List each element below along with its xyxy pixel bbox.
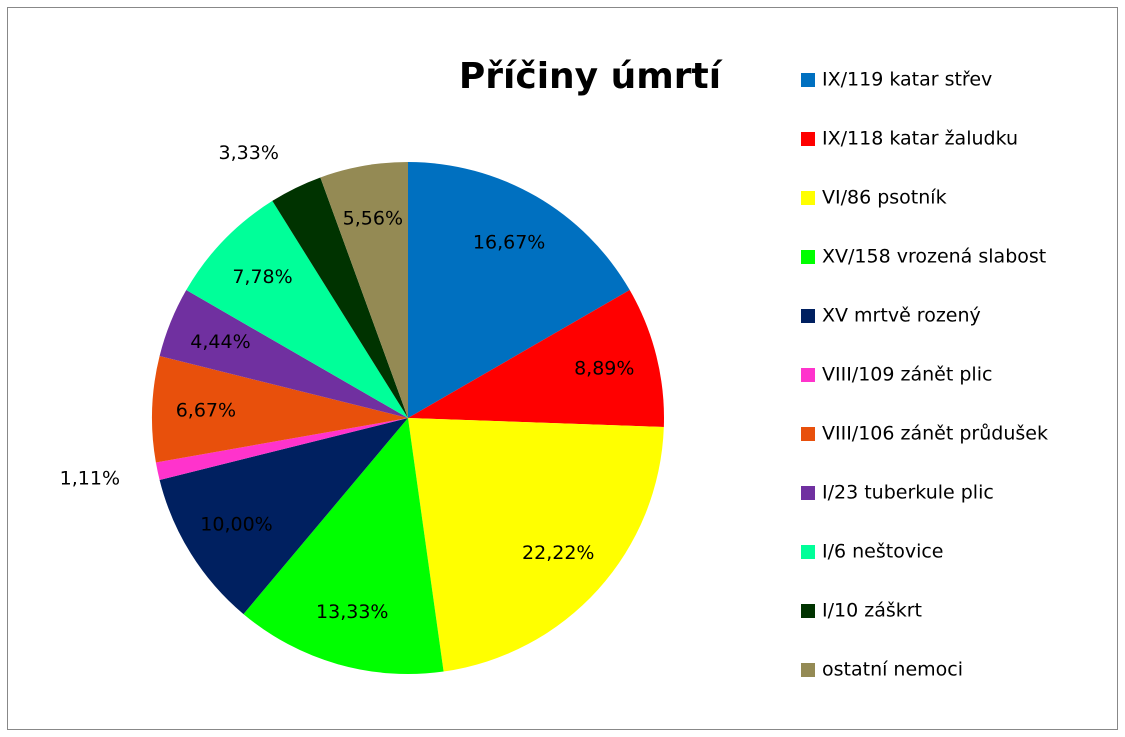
data-label: 8,89% <box>574 358 634 380</box>
legend-label: I/23 tuberkule plic <box>822 482 994 504</box>
legend-swatch <box>801 250 815 264</box>
pie-slice <box>243 418 444 674</box>
data-label: 10,00% <box>200 514 272 536</box>
pie-slice <box>408 290 664 428</box>
legend-label: VI/86 psotník <box>822 187 947 209</box>
legend-swatch <box>801 604 815 618</box>
legend-label: I/10 záškrt <box>822 600 922 622</box>
data-label: 1,11% <box>60 468 120 490</box>
legend-label: XV/158 vrozená slabost <box>822 246 1046 268</box>
legend-label: VIII/106 zánět průdušek <box>822 423 1048 445</box>
data-label: 22,22% <box>522 542 594 564</box>
legend-swatch <box>801 73 815 87</box>
legend-swatch <box>801 427 815 441</box>
legend-label: XV mrtvě rozený <box>822 305 981 327</box>
legend-swatch <box>801 191 815 205</box>
legend-label: IX/119 katar střev <box>822 69 992 91</box>
legend-swatch <box>801 663 815 677</box>
pie-slice <box>159 418 408 615</box>
pie-slice <box>320 162 408 418</box>
data-label: 13,33% <box>316 601 388 623</box>
pie-slice <box>159 290 408 418</box>
legend-label: VIII/109 zánět plic <box>822 364 992 386</box>
pie-slice <box>186 200 408 418</box>
pie-slice <box>408 418 664 672</box>
data-label: 7,78% <box>232 266 292 288</box>
legend-swatch <box>801 486 815 500</box>
chart-title: Příčiny úmrtí <box>459 56 723 97</box>
legend-label: ostatní nemoci <box>822 659 963 681</box>
pie-slice <box>408 162 630 418</box>
legend-swatch <box>801 545 815 559</box>
data-label: 4,44% <box>190 331 250 353</box>
data-label: 16,67% <box>473 231 545 253</box>
pie-slice <box>155 418 408 480</box>
legend-label: IX/118 katar žaludku <box>822 128 1018 150</box>
legend-label: I/6 neštovice <box>822 541 944 563</box>
data-label: 3,33% <box>219 142 279 164</box>
data-label: 5,56% <box>343 207 403 229</box>
data-label: 6,67% <box>176 399 236 421</box>
pie-slice <box>272 177 408 418</box>
legend-swatch <box>801 309 815 323</box>
pie-slice <box>151 356 408 463</box>
legend-swatch <box>801 132 815 146</box>
legend-swatch <box>801 368 815 382</box>
